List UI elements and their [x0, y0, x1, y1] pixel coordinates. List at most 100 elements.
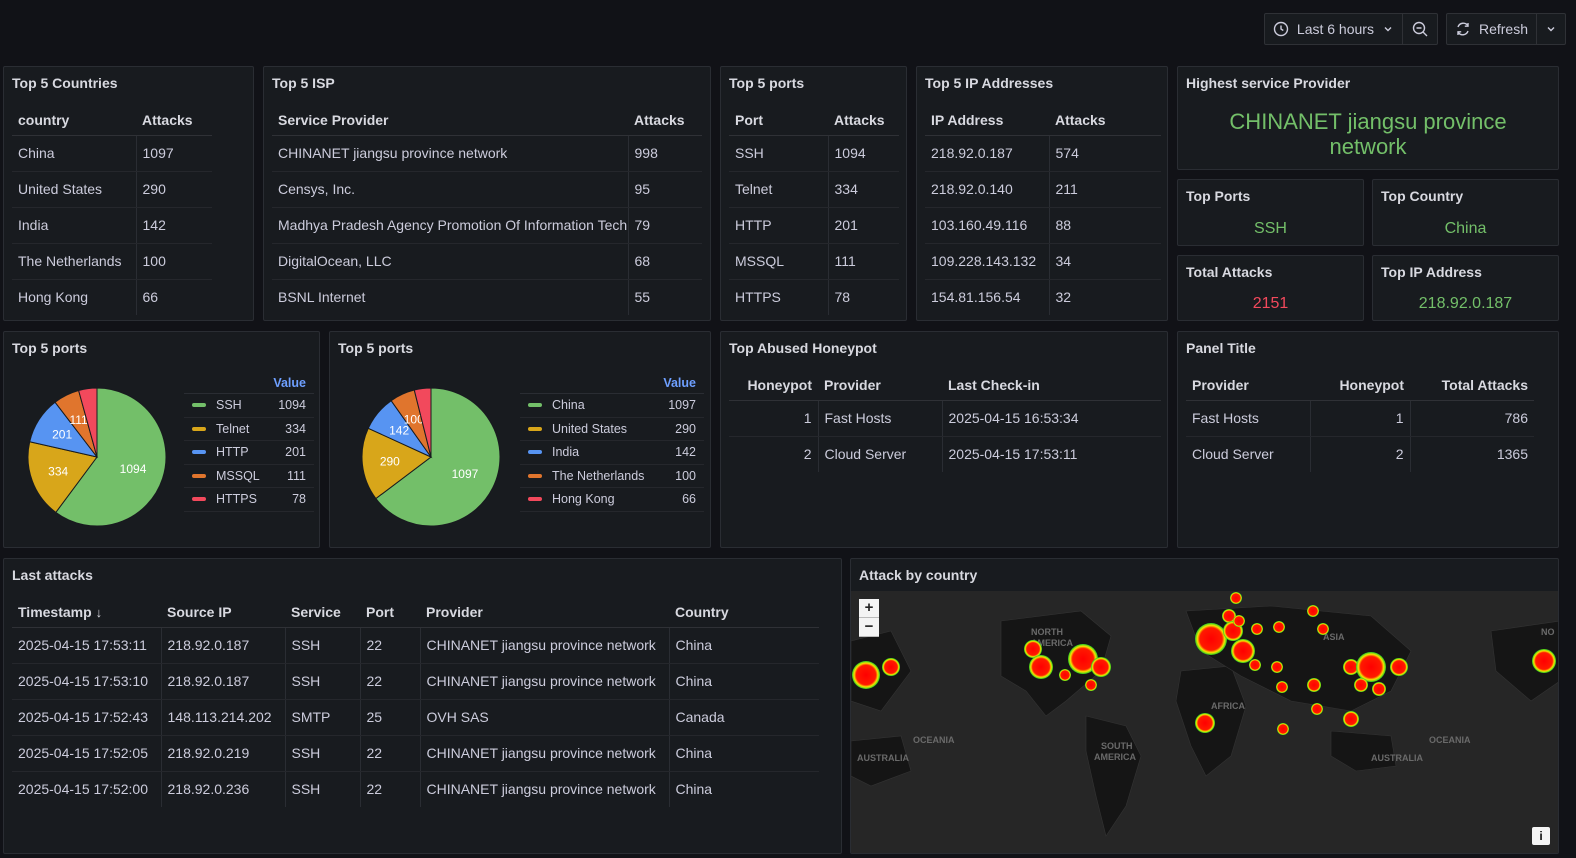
legend-item[interactable]: India 142 — [520, 441, 704, 465]
column-header[interactable]: Attacks — [628, 105, 702, 136]
top-ip-stat-panel: Top IP Address 218.92.0.187 — [1372, 255, 1559, 321]
highest-provider-panel: Highest service Provider CHINANET jiangs… — [1177, 66, 1559, 170]
top-isp-panel: Top 5 ISP Service Provider Attacks CHINA… — [263, 66, 711, 321]
chevron-down-icon — [1382, 23, 1394, 35]
table-cell: 103.160.49.116 — [925, 207, 1049, 244]
legend-item[interactable]: HTTP 201 — [184, 441, 314, 465]
table-cell: BSNL Internet — [278, 289, 366, 306]
time-range-button[interactable]: Last 6 hours — [1265, 14, 1402, 44]
map-label: OCEANIA — [913, 735, 955, 745]
column-header[interactable]: Port — [360, 597, 420, 628]
legend-item[interactable]: SSH 1094 — [184, 394, 314, 418]
table-cell: China — [668, 735, 819, 772]
legend-item[interactable]: United States 290 — [520, 418, 704, 441]
legend-item[interactable]: HTTPS 78 — [184, 488, 314, 512]
table-cell: 2025-04-15 17:53:10 — [12, 663, 161, 700]
table-row: Cloud Server 2 1365 — [1186, 436, 1534, 472]
map-info-button[interactable]: i — [1532, 827, 1550, 845]
table-cell: China — [668, 627, 819, 664]
pie-slice-label: 334 — [48, 464, 68, 478]
table-row: DigitalOcean, LLC 68 — [272, 243, 702, 280]
table-cell: Hong Kong — [18, 289, 89, 306]
legend-swatch — [192, 450, 206, 455]
table-cell: 998 — [627, 135, 702, 172]
table-cell: 218.92.0.187 — [925, 135, 1049, 172]
legend-value: 290 — [675, 421, 696, 436]
panel-title: Highest service Provider — [1186, 75, 1351, 91]
column-header[interactable]: Source IP — [161, 597, 285, 628]
column-header[interactable]: Attacks — [828, 105, 899, 136]
legend-item[interactable]: MSSQL 111 — [184, 465, 314, 488]
stat-value: SSH — [1254, 220, 1287, 237]
refresh-button[interactable]: Refresh — [1447, 14, 1536, 44]
column-header[interactable]: Attacks — [136, 105, 212, 136]
column-header[interactable]: Provider — [420, 597, 669, 628]
column-header-timestamp[interactable]: Timestamp ↓ — [12, 597, 161, 628]
panel-title: Top 5 IP Addresses — [925, 75, 1054, 91]
table-cell: CHINANET jiangsu province network — [419, 771, 669, 807]
map-label: AFRICA — [1211, 701, 1245, 711]
table-cell: 218.92.0.140 — [925, 171, 1049, 208]
column-header[interactable]: Country — [669, 597, 819, 628]
column-header[interactable]: Attacks — [1049, 105, 1161, 136]
table-cell: India — [12, 207, 136, 244]
pie-slice-telnet[interactable] — [27, 441, 98, 514]
column-header[interactable]: Honeypot — [729, 370, 818, 401]
time-range-picker[interactable]: Last 6 hours — [1263, 13, 1438, 45]
table-row: HTTP 201 — [729, 207, 899, 244]
column-header[interactable]: Service — [285, 597, 360, 628]
table-row: The Netherlands 100 — [12, 243, 212, 280]
table-cell: 2025-04-15 17:52:00 — [18, 781, 148, 798]
table-cell: 2025-04-15 17:53:11 — [941, 436, 1161, 472]
table-cell: 2 — [803, 446, 812, 463]
column-header[interactable]: country — [12, 105, 136, 136]
table-cell: 1097 — [135, 135, 212, 172]
stat-value: China — [1444, 220, 1487, 237]
column-header[interactable]: Port — [729, 105, 828, 136]
refresh-picker[interactable]: Refresh — [1445, 13, 1566, 45]
column-header[interactable]: Total Attacks — [1410, 370, 1534, 401]
legend-item[interactable]: Telnet 334 — [184, 418, 314, 441]
attack-hotspots — [852, 592, 1556, 735]
legend-swatch — [192, 473, 206, 478]
table-cell: CHINANET jiangsu province network — [419, 663, 669, 700]
table-cell: HTTP — [729, 207, 828, 244]
table-cell: China — [668, 771, 819, 807]
table-cell: 211 — [1048, 171, 1161, 208]
toolbar: Last 6 hours Refresh — [1263, 13, 1566, 45]
column-header[interactable]: IP Address — [925, 105, 1049, 136]
pie-slice-ssh[interactable] — [55, 387, 167, 527]
zoom-out-button[interactable] — [1401, 14, 1437, 44]
table-cell: Canada — [668, 699, 819, 736]
pie-slice-united-states[interactable] — [361, 427, 432, 500]
legend-item[interactable]: Hong Kong 66 — [520, 488, 704, 512]
table-cell: SSH — [729, 135, 828, 172]
table-cell: OVH SAS — [419, 699, 669, 736]
pie-slice-https[interactable] — [78, 387, 98, 458]
refresh-interval-dropdown[interactable] — [1536, 14, 1565, 44]
column-header[interactable]: Last Check-in — [942, 370, 1161, 401]
column-header[interactable]: Service Provider — [272, 105, 628, 136]
pie-slice-hong-kong[interactable] — [413, 387, 432, 458]
zoom-out-button[interactable]: − — [859, 618, 879, 637]
column-header[interactable]: Honeypot — [1310, 370, 1410, 401]
countries-pie-panel: Top 5 ports 1097 290 142 100 Value China 109… — [329, 331, 711, 548]
legend-swatch — [528, 450, 542, 455]
table-cell: 111 — [827, 243, 899, 280]
legend-item[interactable]: The Netherlands 100 — [520, 465, 704, 488]
top-ports-table: Port Attacks SSH 1094 Telnet 334 HTTP 201 M… — [729, 105, 899, 315]
world-map[interactable]: NORTH AMERICA ASIA AFRICA OCEANIA SOUTH … — [851, 591, 1558, 853]
attack-map-panel: Attack by country — [850, 558, 1559, 854]
legend-value: 100 — [675, 468, 696, 483]
legend-item[interactable]: China 1097 — [520, 394, 704, 418]
column-header[interactable]: Provider — [1186, 370, 1310, 401]
honeypot-table: Honeypot Provider Last Check-in 1 Fast Ho… — [729, 370, 1161, 472]
stat-value-line: CHINANET jiangsu province — [1229, 109, 1507, 134]
table-cell: 218.92.0.219 — [160, 735, 285, 772]
pie-slice-china[interactable] — [375, 387, 501, 527]
zoom-in-button[interactable]: + — [859, 599, 879, 618]
table-cell: 25 — [359, 699, 420, 736]
map-label: AUSTRALIA — [857, 753, 909, 763]
column-header[interactable]: Provider — [818, 370, 942, 401]
panel-title: Top IP Address — [1381, 264, 1482, 280]
